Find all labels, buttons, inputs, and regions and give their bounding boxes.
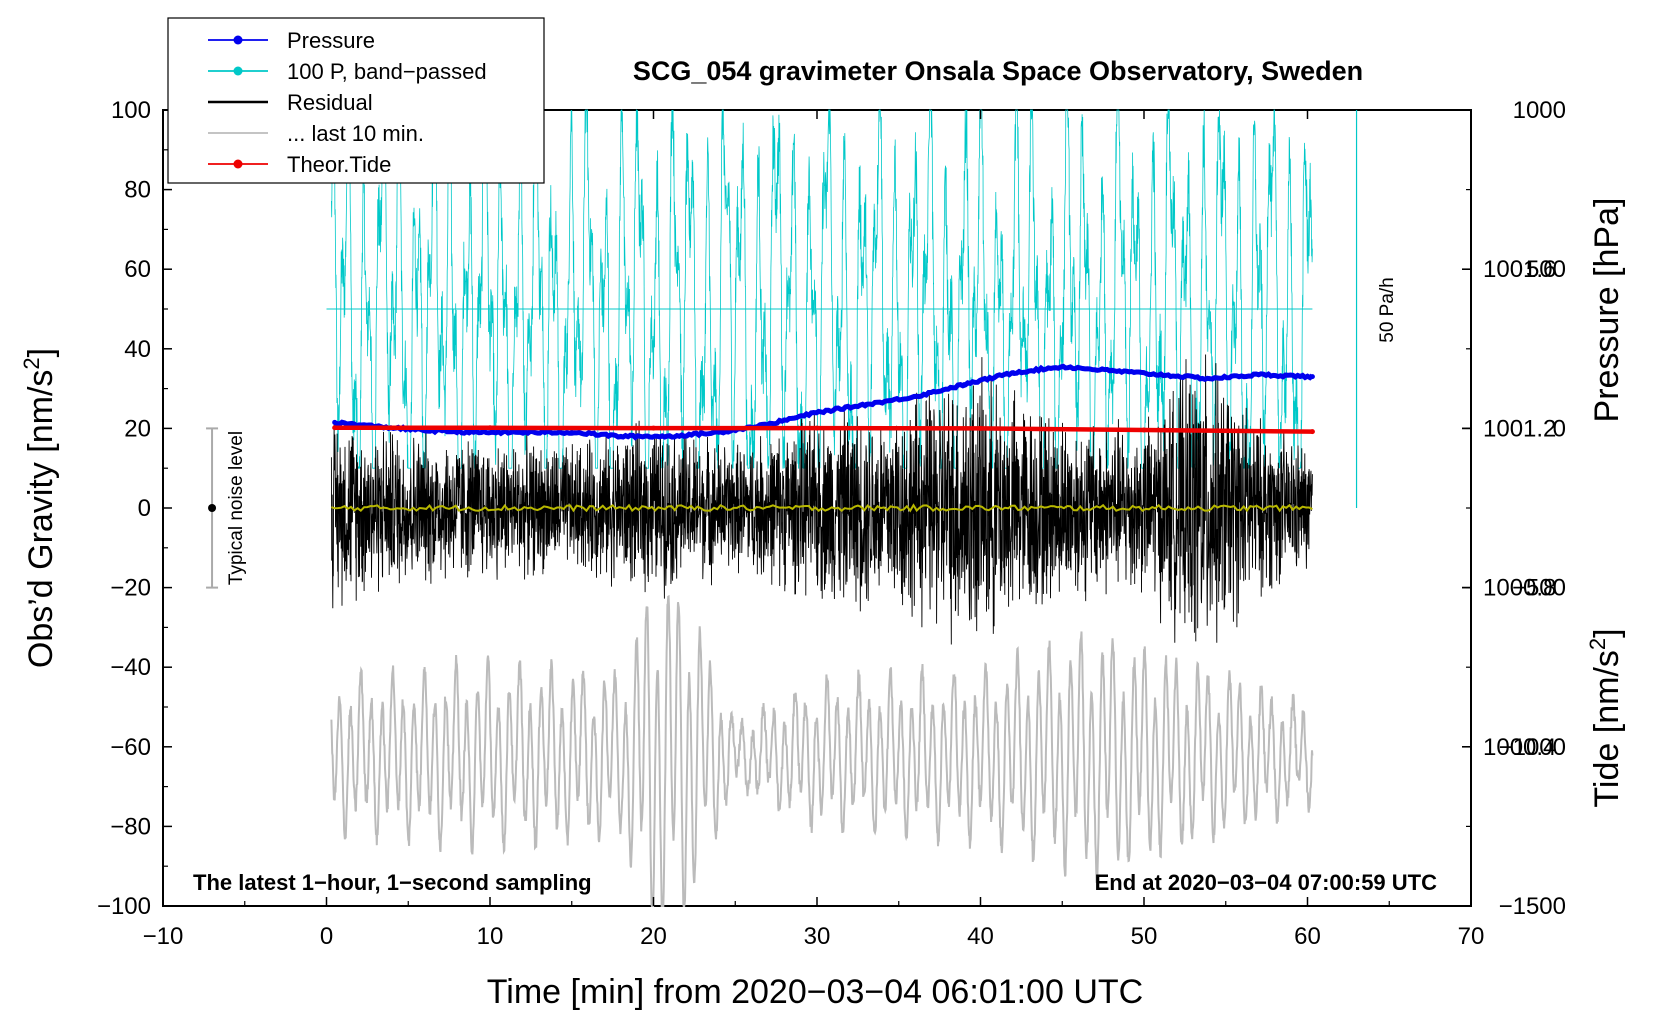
legend-marker bbox=[233, 66, 243, 76]
y-tick-label: −100 bbox=[97, 893, 151, 920]
pressure-tick-label: 1001.2 bbox=[1483, 415, 1556, 442]
pressure-point bbox=[1157, 372, 1163, 378]
x-axis: −10 0 10 20 30 40 50 60 70 bbox=[143, 110, 1485, 950]
pressure-point bbox=[471, 429, 477, 435]
pressure-point bbox=[814, 409, 820, 415]
theoretical-tide-series bbox=[332, 425, 1315, 435]
tide-point bbox=[1309, 429, 1315, 435]
legend-label: Pressure bbox=[287, 28, 375, 53]
pressure-point bbox=[1108, 368, 1114, 374]
pressure-point bbox=[618, 433, 624, 439]
pressure-point bbox=[1206, 376, 1212, 382]
pressure-point bbox=[1059, 364, 1065, 370]
x-tick-label: 50 bbox=[1131, 923, 1158, 950]
y-tick-label: 0 bbox=[138, 495, 151, 522]
x-tick-label: 0 bbox=[320, 923, 333, 950]
chart-title: SCG_054 gravimeter Onsala Space Observat… bbox=[633, 56, 1363, 86]
tide-point bbox=[332, 425, 338, 431]
x-tick-label: 70 bbox=[1458, 923, 1485, 950]
end-time-note: End at 2020−03−04 07:00:59 UTC bbox=[1095, 870, 1438, 895]
residual-smoothed-series bbox=[331, 503, 1313, 513]
y-axis-tide: −1500 −1000 −500 0 500 1000 bbox=[1462, 97, 1566, 920]
pressure-tick-label: 1000.8 bbox=[1483, 575, 1556, 602]
legend-label: ... last 10 min. bbox=[287, 121, 424, 146]
legend-marker bbox=[233, 159, 243, 169]
tide-tick-label: 1000 bbox=[1513, 97, 1566, 124]
bandpassed-pressure-series bbox=[331, 109, 1313, 469]
y-tick-label: 100 bbox=[111, 97, 151, 124]
x-axis-label: Time [min] from 2020−03−04 06:01:00 UTC bbox=[487, 973, 1143, 1011]
y-tick-label: 40 bbox=[124, 336, 151, 363]
pressure-line bbox=[333, 363, 1315, 441]
pressure-point bbox=[912, 394, 918, 400]
y-axis-pressure: 1000.4 1000.8 1001.2 1001.6 bbox=[1462, 189, 1556, 828]
tide-tick-label: 0 bbox=[1553, 415, 1566, 442]
pressure-point bbox=[667, 433, 673, 439]
tide-point bbox=[487, 425, 493, 431]
pressure-point bbox=[765, 421, 771, 427]
legend-box bbox=[167, 17, 545, 184]
y-label-tide-close: ] bbox=[1588, 628, 1626, 637]
residual-smoothed-line bbox=[331, 503, 1313, 513]
x-tick-label: −10 bbox=[143, 923, 184, 950]
legend-marker bbox=[233, 35, 243, 45]
y-tick-label: −60 bbox=[110, 734, 151, 761]
y-axis-label-gravity: Obs’d Gravity [nm/s2] bbox=[19, 348, 60, 668]
y-label-gravity-sup: 2 bbox=[19, 357, 44, 369]
pressure-series bbox=[332, 363, 1315, 441]
tide-tick-label: −1000 bbox=[1499, 734, 1566, 761]
last-10-min-line bbox=[330, 594, 1314, 907]
pressure-tick-label: 1000.4 bbox=[1483, 734, 1556, 761]
y-tick-label: −40 bbox=[110, 654, 151, 681]
noise-level-label: Typical noise level bbox=[226, 431, 247, 585]
y-tick-label: 80 bbox=[124, 177, 151, 204]
y-tick-label: −80 bbox=[110, 813, 151, 840]
tide-tick-label: −1500 bbox=[1499, 893, 1566, 920]
pressure-point bbox=[1309, 374, 1315, 380]
pressure-point bbox=[1010, 370, 1016, 376]
y-label-tide-sup: 2 bbox=[1585, 638, 1610, 650]
y-tick-label: 20 bbox=[124, 415, 151, 442]
y-tick-label: −20 bbox=[110, 575, 151, 602]
noise-bar-center-dot bbox=[208, 504, 217, 512]
legend: Pressure 100 P, band−passed Residual ... la… bbox=[167, 17, 545, 184]
sampling-note: The latest 1−hour, 1−second sampling bbox=[193, 870, 592, 895]
tide-tick-label: −500 bbox=[1512, 575, 1566, 602]
x-tick-label: 20 bbox=[640, 923, 667, 950]
tide-point bbox=[1141, 427, 1147, 433]
last-10-min-series bbox=[330, 594, 1314, 907]
pressure-point bbox=[520, 429, 526, 435]
y-axis-label-pressure: Pressure [hPa] bbox=[1588, 198, 1626, 423]
pressure-point bbox=[569, 429, 575, 435]
x-tick-label: 60 bbox=[1294, 923, 1321, 950]
pressure-point bbox=[716, 429, 722, 435]
pressure-point bbox=[961, 382, 967, 388]
legend-label: Theor.Tide bbox=[287, 152, 391, 177]
bandpassed-pressure-line bbox=[331, 109, 1313, 469]
y-axis-label-tide: Tide [nm/s2] bbox=[1585, 628, 1626, 807]
noise-bar bbox=[206, 427, 219, 589]
rate-label: 50 Pa/h bbox=[1377, 277, 1398, 343]
tide-tick-label: 500 bbox=[1526, 256, 1566, 283]
pressure-point bbox=[332, 419, 338, 425]
pressure-tick-label: 1001.6 bbox=[1483, 256, 1556, 283]
legend-label: 100 P, band−passed bbox=[287, 59, 487, 84]
x-tick-label: 30 bbox=[804, 923, 831, 950]
x-tick-label: 10 bbox=[477, 923, 504, 950]
pressure-point bbox=[1255, 372, 1261, 378]
pressure-point bbox=[863, 402, 869, 408]
y-label-gravity-main: Obs’d Gravity [nm/s bbox=[22, 370, 60, 669]
x-tick-label: 40 bbox=[967, 923, 994, 950]
tide-point bbox=[978, 425, 983, 431]
y-axis-gravity: −100 −80 −60 −40 −20 0 20 40 60 80 100 bbox=[97, 97, 172, 920]
y-label-tide-main: Tide [nm/s bbox=[1588, 650, 1626, 807]
residual-series bbox=[330, 354, 1313, 645]
tide-point bbox=[651, 425, 656, 431]
y-tick-label: 60 bbox=[124, 256, 151, 283]
residual-line bbox=[330, 354, 1313, 645]
legend-label: Residual bbox=[287, 90, 373, 115]
y-label-gravity-close: ] bbox=[22, 348, 60, 357]
tide-point bbox=[814, 425, 820, 431]
